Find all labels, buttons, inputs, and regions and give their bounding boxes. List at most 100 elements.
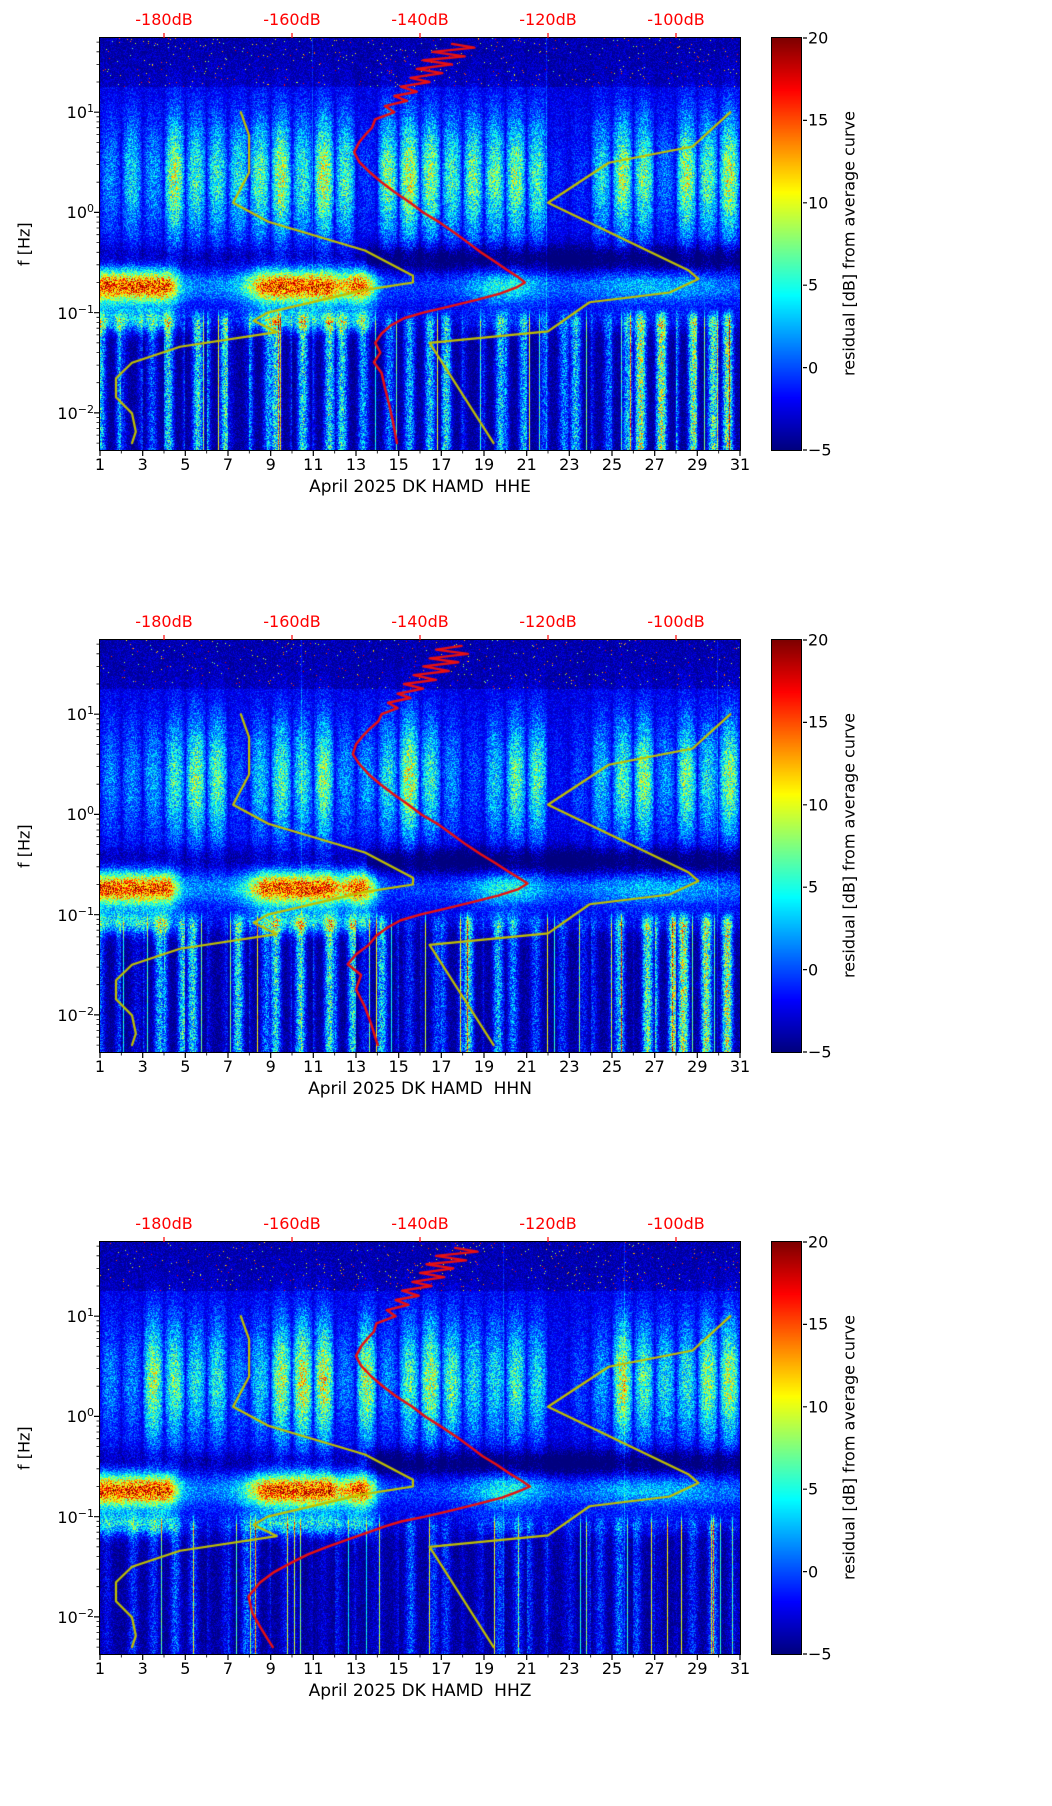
x-tick-label: 29 xyxy=(687,455,708,474)
top-db-tick-label: -120dB xyxy=(519,1214,577,1233)
top-db-tick-label: -160dB xyxy=(263,1214,321,1233)
colorbar xyxy=(771,1241,802,1655)
colorbar-tick-label: 20 xyxy=(808,1232,829,1252)
x-tick-label: 1 xyxy=(94,1057,106,1076)
spectrogram-canvas xyxy=(99,37,741,451)
x-tick-label: 25 xyxy=(601,455,623,474)
x-tick-label: 7 xyxy=(222,1659,234,1678)
colorbar-tick-label: 5 xyxy=(808,275,819,295)
x-tick-label: 23 xyxy=(559,1659,580,1678)
y-tick-label: 101 xyxy=(66,102,94,123)
x-tick-label: 5 xyxy=(180,1057,191,1076)
y-tick-label: 101 xyxy=(66,704,94,725)
x-tick-label: 17 xyxy=(431,455,452,474)
x-tick-label: 9 xyxy=(265,1659,276,1678)
colorbar-label: residual [dB] from average curve xyxy=(839,713,859,979)
top-db-tick-label: -120dB xyxy=(519,10,577,29)
x-tick-label: 31 xyxy=(729,1057,751,1076)
colorbar-tick-label: 20 xyxy=(808,28,829,48)
top-db-tick-label: -140dB xyxy=(391,1214,449,1233)
top-db-tick-label: -120dB xyxy=(519,612,577,631)
colorbar-tick-label: 0 xyxy=(808,358,819,378)
x-tick-label: 21 xyxy=(516,1057,537,1076)
spectrogram-panel-hhe: -180dB -160dB -140dB -120dB -100dB f [Hz] 10… xyxy=(0,0,1052,602)
y-tick-label: 10−2 xyxy=(57,1004,94,1026)
colorbar-tick-label: 5 xyxy=(808,877,819,897)
x-tick-label: 13 xyxy=(345,1659,367,1678)
x-tick-label: 17 xyxy=(431,1057,452,1076)
x-tick-labels: 1 3 5 7 9 11 13 15 17 19 21 23 25 27 29 31 xyxy=(95,1057,750,1079)
x-tick-label: 13 xyxy=(345,455,367,474)
spectrogram-canvas xyxy=(99,1241,741,1655)
y-tick-label: 10−2 xyxy=(57,1606,94,1628)
x-tick-label: 31 xyxy=(729,1659,751,1678)
colorbar-tick-label: 15 xyxy=(808,1314,829,1334)
top-db-tick-label: -180dB xyxy=(135,1214,193,1233)
y-tick-label: 101 xyxy=(66,1306,94,1327)
colorbar-tick-label: 20 xyxy=(808,630,829,650)
colorbar-tick-label: 0 xyxy=(808,960,819,980)
y-tick-label: 100 xyxy=(66,804,94,825)
x-tick-label: 9 xyxy=(265,455,276,474)
top-db-tick-label: -180dB xyxy=(135,612,193,631)
x-tick-label: 11 xyxy=(303,1057,324,1076)
x-tick-label: 19 xyxy=(473,1057,495,1076)
x-axis-title: April 2025 DK HAMD HHN xyxy=(308,1079,532,1099)
colorbar-tick-label: 10 xyxy=(808,795,829,815)
top-db-tick-label: -160dB xyxy=(263,612,321,631)
x-tick-label: 29 xyxy=(687,1659,708,1678)
colorbar-tick-label: 10 xyxy=(808,1397,829,1417)
x-tick-label: 15 xyxy=(388,455,409,474)
x-tick-label: 27 xyxy=(644,455,665,474)
x-tick-label: 1 xyxy=(94,1659,106,1678)
x-tick-label: 5 xyxy=(180,1659,191,1678)
x-tick-label: 3 xyxy=(137,1057,148,1076)
x-tick-label: 27 xyxy=(644,1659,665,1678)
x-tick-label: 23 xyxy=(559,455,580,474)
x-tick-label: 17 xyxy=(431,1659,452,1678)
top-db-labels: -180dB -160dB -140dB -120dB -100dB xyxy=(100,1214,740,1236)
top-db-labels: -180dB -160dB -140dB -120dB -100dB xyxy=(100,10,740,32)
top-db-tick-label: -180dB xyxy=(135,10,193,29)
x-tick-label: 19 xyxy=(473,455,495,474)
x-tick-label: 21 xyxy=(516,1659,537,1678)
colorbar-tick-label: 10 xyxy=(808,193,829,213)
spectrogram-panel-hhz: -180dB -160dB -140dB -120dB -100dB f [Hz] 10… xyxy=(0,1204,1052,1806)
colorbar-tick-label: 0 xyxy=(808,1562,819,1582)
spectrogram-panel-hhn: -180dB -160dB -140dB -120dB -100dB f [Hz] 10… xyxy=(0,602,1052,1204)
colorbar-tick-labels: 20 15 10 5 0 −5 xyxy=(808,29,852,460)
x-tick-labels: 1 3 5 7 9 11 13 15 17 19 21 23 25 27 29 31 xyxy=(95,1659,750,1681)
x-tick-label: 7 xyxy=(222,1057,234,1076)
x-axis-title: April 2025 DK HAMD HHE xyxy=(309,477,531,497)
y-tick-label: 10−1 xyxy=(57,1506,94,1527)
x-tick-label: 25 xyxy=(601,1057,623,1076)
y-tick-label: 10−2 xyxy=(57,402,94,424)
top-db-tick-label: -100dB xyxy=(647,10,705,29)
x-tick-label: 9 xyxy=(265,1057,276,1076)
x-tick-label: 3 xyxy=(137,455,148,474)
colorbar-label: residual [dB] from average curve xyxy=(839,1315,859,1581)
top-db-labels: -180dB -160dB -140dB -120dB -100dB xyxy=(100,612,740,634)
x-tick-label: 11 xyxy=(303,455,324,474)
colorbar-tick-label: −5 xyxy=(808,1042,832,1062)
y-tick-label: 100 xyxy=(66,1406,94,1427)
top-db-tick-label: -100dB xyxy=(647,1214,705,1233)
y-tick-labels: 101 100 10−1 10−2 xyxy=(0,38,94,450)
top-db-tick-label: -100dB xyxy=(647,612,705,631)
x-tick-label: 7 xyxy=(222,455,234,474)
colorbar-tick-label: −5 xyxy=(808,440,832,460)
x-tick-label: 27 xyxy=(644,1057,665,1076)
x-tick-label: 21 xyxy=(516,455,537,474)
x-tick-labels: 1 3 5 7 9 11 13 15 17 19 21 23 25 27 29 31 xyxy=(95,455,750,477)
colorbar-tick-label: 15 xyxy=(808,110,829,130)
colorbar-tick-labels: 20 15 10 5 0 −5 xyxy=(808,1233,852,1664)
colorbar-tick-label: −5 xyxy=(808,1644,832,1664)
top-db-tick-label: -140dB xyxy=(391,10,449,29)
y-tick-label: 10−1 xyxy=(57,302,94,323)
y-tick-label: 100 xyxy=(66,202,94,223)
colorbar-tick-labels: 20 15 10 5 0 −5 xyxy=(808,631,852,1062)
colorbar-tick-label: 15 xyxy=(808,712,829,732)
x-tick-label: 23 xyxy=(559,1057,580,1076)
x-tick-label: 15 xyxy=(388,1057,409,1076)
